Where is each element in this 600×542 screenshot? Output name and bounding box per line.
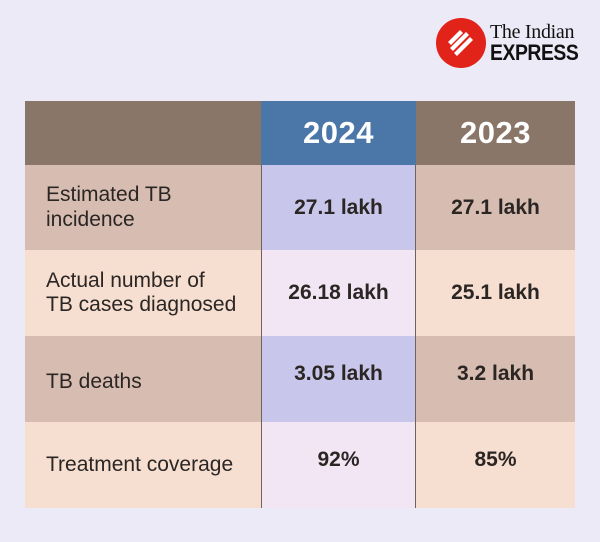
value-2024: 26.18 lakh [288,281,389,304]
value-2024: 27.1 lakh [294,195,383,219]
table-header-row: 2024 2023 [25,101,575,165]
row-label: Treatment coverage [46,452,234,476]
header-empty-cell [25,101,261,165]
year-2023-heading: 2023 [460,115,531,150]
value-2023: 85% [474,448,517,471]
table-row: Actual number of TB cases diagnosed 26.1… [25,250,575,336]
row-label: Actual number of TB cases diagnosed [46,268,237,316]
header-2024-cell: 2024 [261,101,416,165]
table-row: Estimated TB incidence 27.1 lakh 27.1 la… [25,165,575,250]
row-label: Estimated TB incidence [46,183,172,231]
tb-stats-table: 2024 2023 Estimated TB incidence 27.1 la… [25,101,575,508]
value-2024: 92% [317,448,360,471]
value-2023: 3.2 lakh [456,362,535,385]
year-2024-heading: 2024 [303,115,374,150]
table-row: TB deaths 3.05 lakh 3.2 lakh [25,336,575,422]
value-2023: 27.1 lakh [451,195,540,219]
indian-express-logo-icon [436,18,486,68]
brand-line2: EXPRESS [490,40,579,65]
brand-line1: The Indian [490,21,575,43]
header-2023-cell: 2023 [416,101,575,165]
row-label: TB deaths [46,369,142,393]
brand-logo: The Indian EXPRESS [436,18,590,68]
table-row: Treatment coverage 92% 85% [25,422,575,508]
value-2024: 3.05 lakh [294,362,383,385]
value-2023: 25.1 lakh [451,281,540,304]
